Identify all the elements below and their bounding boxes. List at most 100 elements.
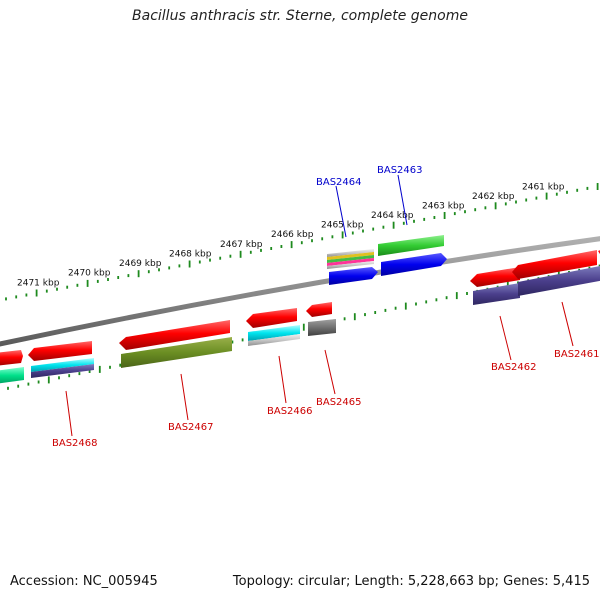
reverse-ruler-minor-tick <box>466 292 468 295</box>
forward-ruler-major-tick <box>596 183 599 190</box>
forward-ruler-minor-tick <box>56 287 58 291</box>
reverse-ruler-minor-tick <box>445 296 448 300</box>
accession-label: Accession: NC_005945 <box>10 574 158 589</box>
forward-ruler-minor-tick <box>423 217 426 221</box>
reverse-ruler-major-tick <box>455 292 458 300</box>
forward-ruler-major-tick <box>392 221 395 229</box>
forward-ruler-minor-tick <box>525 198 528 202</box>
forward-ruler-minor-tick <box>555 192 558 196</box>
forward-ruler-minor-tick <box>535 196 538 200</box>
forward-ruler-minor-tick <box>209 258 211 262</box>
forward-ruler-minor-tick <box>45 289 48 293</box>
reverse-ruler-minor-tick <box>17 384 20 388</box>
reverse-ruler-major-tick <box>47 376 50 384</box>
genome-summary: Topology: circular; Length: 5,228,663 bp… <box>232 574 590 589</box>
gene-bas2465[interactable] <box>306 302 336 336</box>
forward-ruler-major-tick <box>290 241 293 249</box>
forward-ruler-minor-tick <box>413 219 415 223</box>
forward-ruler-minor-tick <box>66 285 69 289</box>
gene-label-bas2465[interactable]: BAS2465 <box>316 397 362 408</box>
forward-ruler-minor-tick <box>372 227 375 231</box>
forward-ruler-minor-tick <box>515 200 517 204</box>
forward-ruler-minor-tick <box>300 241 303 245</box>
reverse-strand-features <box>0 248 600 384</box>
forward-ruler-minor-tick <box>402 221 405 225</box>
gene-bas2463[interactable] <box>378 235 447 276</box>
forward-ruler-minor-tick <box>576 188 579 192</box>
forward-strand-features <box>327 235 447 285</box>
reverse-ruler-minor-tick <box>374 311 377 314</box>
forward-ruler-minor-tick <box>229 254 232 258</box>
forward-ruler-minor-tick <box>147 270 150 274</box>
gene-label-bas2464[interactable]: BAS2464 <box>316 177 362 188</box>
forward-ruler-minor-tick <box>433 216 436 219</box>
ruler-label: 2464 kbp <box>371 211 414 221</box>
ruler-label: 2463 kbp <box>422 201 465 211</box>
reverse-ruler-minor-tick <box>109 365 111 369</box>
forward-ruler-minor-tick <box>178 264 181 268</box>
gene-label-bas2467[interactable]: BAS2467 <box>168 422 214 433</box>
forward-ruler-minor-tick <box>25 293 28 297</box>
forward-ruler-minor-tick <box>474 208 477 212</box>
ruler-label: 2469 kbp <box>119 259 162 269</box>
forward-ruler-ticks <box>5 183 599 301</box>
forward-ruler-minor-tick <box>351 231 354 235</box>
forward-ruler-minor-tick <box>260 248 262 252</box>
ruler-label: 2470 kbp <box>68 269 111 279</box>
gene-label-bas2463[interactable]: BAS2463 <box>377 165 423 176</box>
gene-bas2467[interactable] <box>119 320 232 368</box>
gene-label-bas2466[interactable]: BAS2466 <box>267 406 313 417</box>
reverse-ruler-minor-tick <box>435 298 438 302</box>
reverse-ruler-minor-tick <box>58 376 60 380</box>
forward-ruler-major-tick <box>86 279 89 287</box>
forward-ruler-minor-tick <box>453 212 456 216</box>
reverse-ruler-minor-tick <box>384 308 387 312</box>
reverse-ruler-minor-tick <box>231 340 234 344</box>
ruler-label: 2467 kbp <box>220 240 263 250</box>
gene-bas2461[interactable] <box>512 248 600 296</box>
gene-bas2468-left[interactable] <box>0 350 24 384</box>
gene-bas2468[interactable] <box>28 341 94 378</box>
map-title: Bacillus anthracis str. Sterne, complete… <box>132 8 468 24</box>
forward-ruler-major-tick <box>341 231 344 239</box>
gene-label-bas2462[interactable]: BAS2462 <box>491 362 537 373</box>
ruler-label: 2466 kbp <box>271 230 314 240</box>
forward-ruler-minor-tick <box>280 245 283 248</box>
reverse-ruler-major-tick <box>98 365 101 373</box>
gene-label-bas2468[interactable]: BAS2468 <box>52 438 98 449</box>
forward-ruler-minor-tick <box>270 247 273 250</box>
ruler-label: 2465 kbp <box>321 221 364 231</box>
reverse-ruler-minor-tick <box>425 300 428 304</box>
forward-ruler-minor-tick <box>504 202 507 206</box>
forward-ruler-minor-tick <box>586 186 589 190</box>
forward-ruler-minor-tick <box>107 278 109 281</box>
gene-bas2466[interactable] <box>246 308 300 346</box>
forward-ruler-minor-tick <box>321 237 324 241</box>
reverse-ruler-minor-tick <box>88 370 91 373</box>
forward-ruler-minor-tick <box>198 260 201 264</box>
reverse-ruler-minor-tick <box>343 317 346 321</box>
reverse-ruler-minor-tick <box>37 380 40 384</box>
gene-label-bas2461[interactable]: BAS2461 <box>554 349 600 360</box>
forward-ruler-minor-tick <box>362 229 364 233</box>
reverse-ruler-minor-tick <box>364 313 366 317</box>
ruler-label: 2468 kbp <box>169 250 212 260</box>
forward-ruler-major-tick <box>188 260 191 268</box>
forward-ruler-minor-tick <box>158 268 160 272</box>
genome-backbone <box>0 236 600 347</box>
ruler-label: 2462 kbp <box>472 192 515 202</box>
forward-ruler-minor-tick <box>219 256 222 260</box>
gene-bas2462[interactable] <box>470 267 520 305</box>
gene-labels: BAS2464 BAS2463 BAS2468 BAS2467 BAS2466 … <box>52 165 600 449</box>
forward-ruler-minor-tick <box>382 225 385 229</box>
forward-ruler-minor-tick <box>15 295 18 299</box>
forward-ruler-minor-tick <box>484 206 487 210</box>
reverse-ruler-minor-tick <box>119 363 122 367</box>
forward-ruler-major-tick <box>35 289 38 297</box>
forward-ruler-major-tick <box>239 250 242 258</box>
gene-bas2464[interactable] <box>327 249 378 285</box>
reverse-ruler-minor-tick <box>598 264 600 268</box>
forward-ruler-minor-tick <box>311 239 313 243</box>
forward-ruler-minor-tick <box>96 279 99 283</box>
